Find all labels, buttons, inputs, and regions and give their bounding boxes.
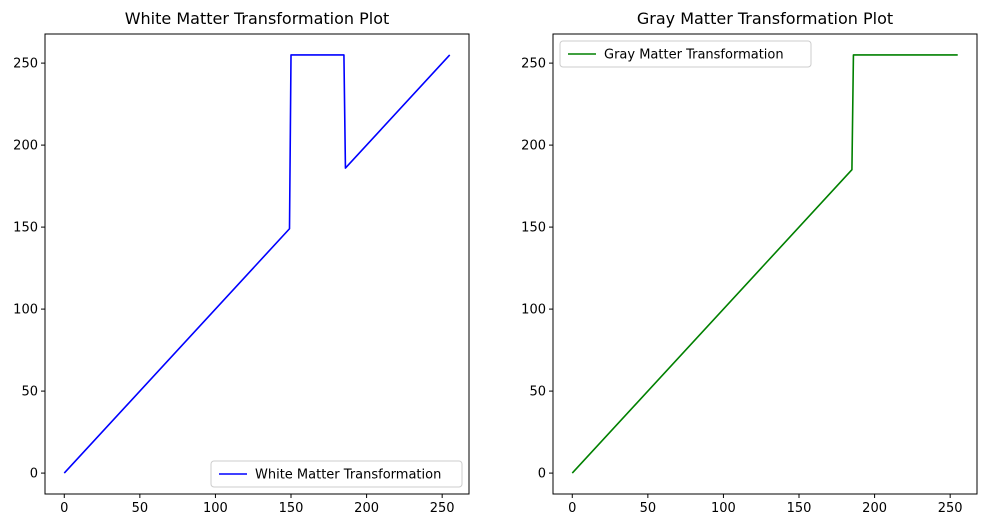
x-tick-label: 100 xyxy=(711,501,736,516)
x-tick-label: 200 xyxy=(862,501,887,516)
x-tick-label: 50 xyxy=(132,501,149,516)
plot-area-frame xyxy=(44,33,470,495)
x-tick-label: 50 xyxy=(640,501,657,516)
y-tick-label: 250 xyxy=(521,57,546,72)
series-line-1 xyxy=(63,54,451,474)
legend-box xyxy=(210,460,463,488)
chart-panel-2: Gray Matter Transformation Plot 0 50 100 150… xyxy=(521,9,978,516)
series-line-1 xyxy=(571,54,958,474)
x-tick-label: 0 xyxy=(568,501,576,516)
chart-title: Gray Matter Transformation Plot xyxy=(637,9,893,28)
x-tick-label: 250 xyxy=(430,501,455,516)
plot-area-frame xyxy=(552,33,978,495)
y-tick-label: 200 xyxy=(521,139,546,154)
y-tick-label: 150 xyxy=(521,221,546,236)
y-tick-label: 250 xyxy=(13,57,38,72)
legend-label: White Matter Transformation xyxy=(255,468,441,483)
x-tick-label: 200 xyxy=(354,501,379,516)
y-tick-label: 50 xyxy=(529,385,546,400)
x-tick-label: 100 xyxy=(203,501,228,516)
y-tick-label: 0 xyxy=(30,467,38,482)
y-tick-label: 50 xyxy=(21,385,38,400)
x-tick-label: 150 xyxy=(279,501,304,516)
y-tick-label: 0 xyxy=(538,467,546,482)
x-tick-label: 150 xyxy=(787,501,812,516)
x-tick-label: 0 xyxy=(60,501,68,516)
legend: White Matter Transformation xyxy=(210,460,463,488)
legend: Gray Matter Transformation xyxy=(559,40,812,68)
legend-label: Gray Matter Transformation xyxy=(604,48,784,63)
x-tick-label: 250 xyxy=(938,501,963,516)
chart-title: White Matter Transformation Plot xyxy=(125,9,390,28)
y-tick-label: 150 xyxy=(13,221,38,236)
chart-panel-1: White Matter Transformation Plot 0 50 100 15… xyxy=(13,9,470,516)
legend-box xyxy=(559,40,812,68)
y-tick-label: 200 xyxy=(13,139,38,154)
y-tick-label: 100 xyxy=(13,303,38,318)
y-tick-label: 100 xyxy=(521,303,546,318)
